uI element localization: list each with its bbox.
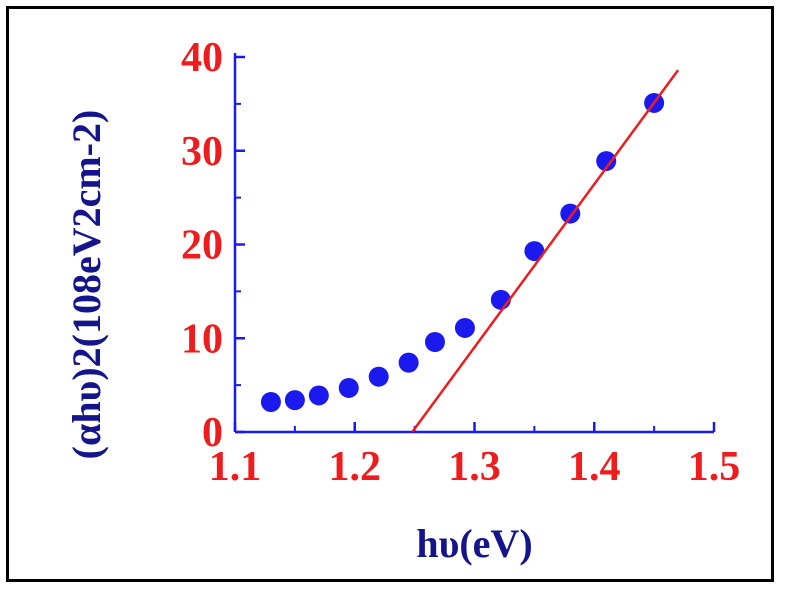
- axes: [233, 53, 716, 434]
- y-tick-label: 40: [181, 35, 223, 81]
- data-point: [524, 241, 545, 262]
- x-axis-title: hυ(eV): [416, 521, 532, 566]
- x-tick-label: 1.5: [688, 444, 741, 490]
- data-point: [454, 317, 475, 338]
- fit-line: [411, 69, 680, 433]
- data-marks: [260, 69, 680, 433]
- data-point: [398, 352, 419, 373]
- y-tick-label: 10: [181, 316, 223, 362]
- y-axis-title: (αhυ)2(108eV2cm-2): [64, 110, 109, 460]
- data-point: [260, 392, 281, 412]
- data-point: [596, 151, 617, 172]
- x-tick-label: 1.4: [568, 444, 621, 490]
- labels: 1.1 1.2 1.3 1.4 1.5 0 10 20 30 40 hυ(eV) (αhυ)2(108…: [64, 35, 740, 566]
- data-point: [424, 332, 445, 352]
- x-tick-label: 1.3: [448, 444, 501, 490]
- data-point: [308, 385, 329, 406]
- y-tick-label: 30: [181, 129, 223, 175]
- y-tick-label: 20: [181, 223, 223, 269]
- y-tick-label: 0: [202, 410, 223, 456]
- x-tick-label: 1.1: [209, 444, 262, 490]
- data-point: [368, 366, 389, 387]
- data-point: [338, 377, 359, 398]
- x-tick-label: 1.2: [329, 444, 382, 490]
- data-point: [284, 390, 305, 411]
